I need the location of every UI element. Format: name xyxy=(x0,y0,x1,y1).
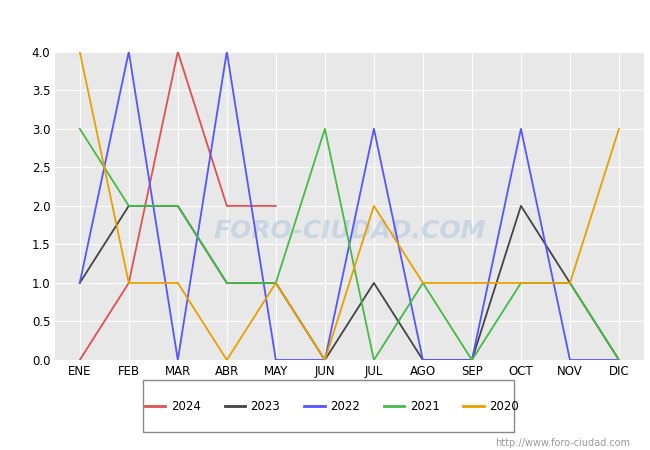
Text: Matriculaciones de Vehículos en Guadalupe: Matriculaciones de Vehículos en Guadalup… xyxy=(144,14,506,33)
Text: 2023: 2023 xyxy=(250,400,280,413)
FancyBboxPatch shape xyxy=(143,380,514,432)
Text: 2021: 2021 xyxy=(410,400,439,413)
Text: http://www.foro-ciudad.com: http://www.foro-ciudad.com xyxy=(495,438,630,448)
Text: 2020: 2020 xyxy=(489,400,519,413)
Text: FORO-CIUDAD.COM: FORO-CIUDAD.COM xyxy=(213,219,486,243)
Text: 2024: 2024 xyxy=(171,400,201,413)
Text: 2022: 2022 xyxy=(330,400,360,413)
